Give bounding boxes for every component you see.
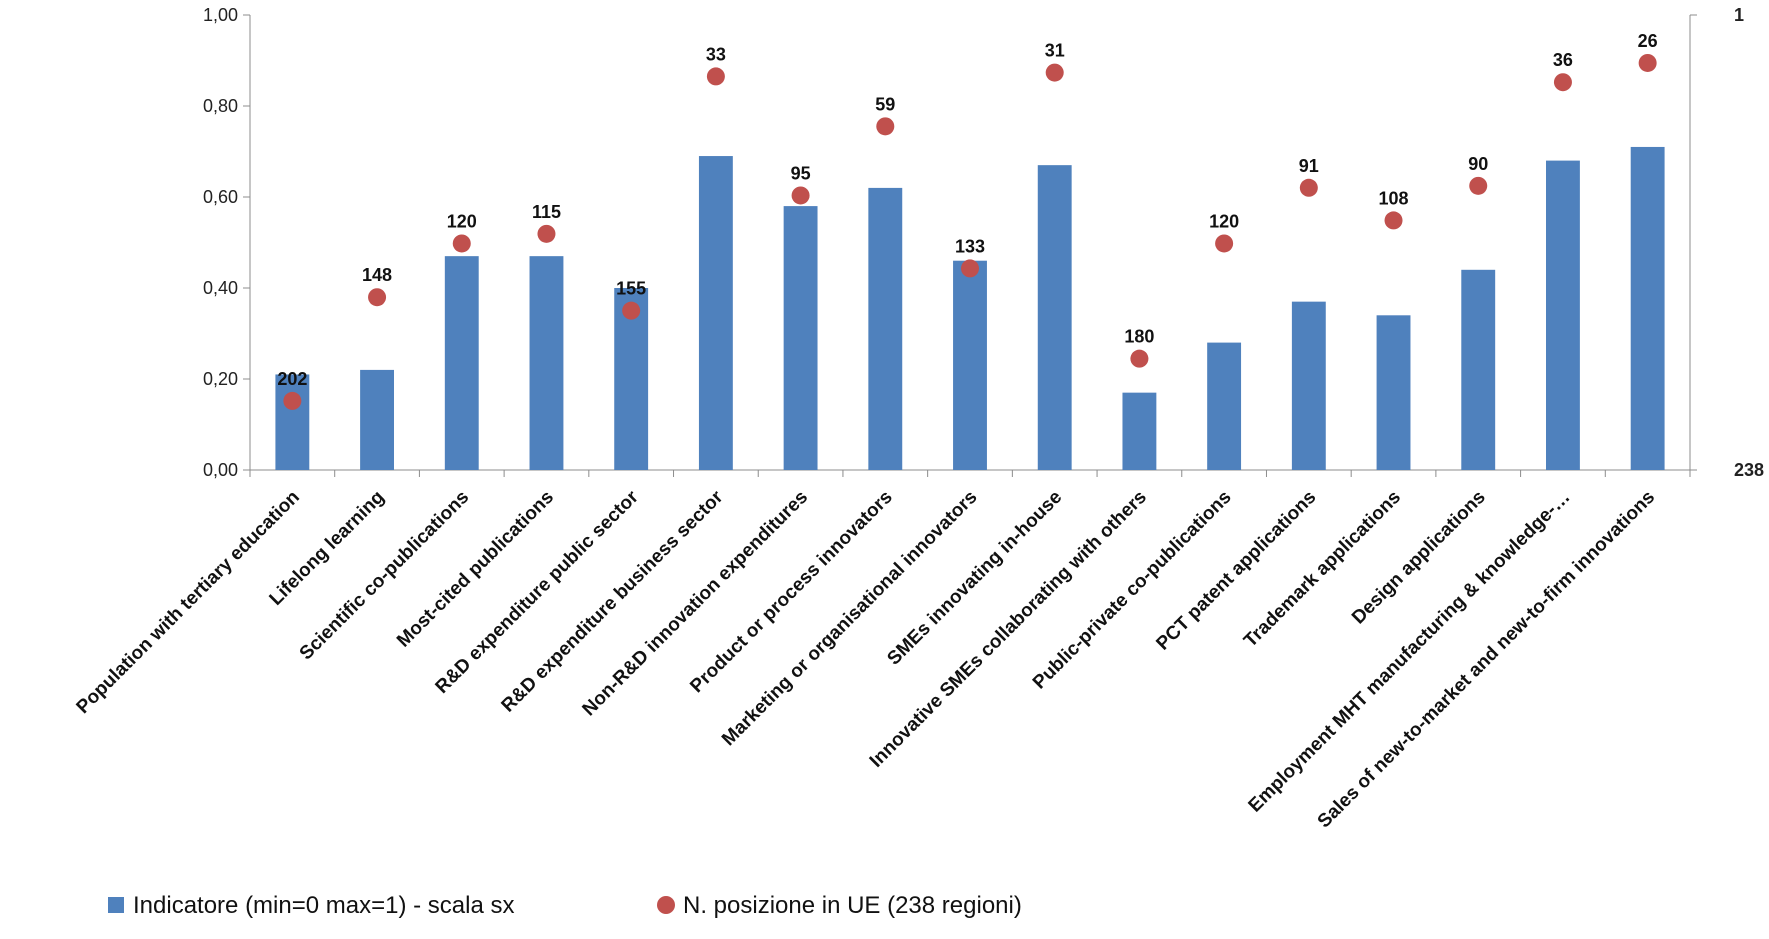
rank-point <box>622 301 641 320</box>
rank-data-label: 31 <box>1045 41 1065 61</box>
rank-point <box>1553 73 1572 92</box>
bar <box>1630 146 1665 470</box>
bar <box>275 374 310 470</box>
rank-data-label: 95 <box>791 163 811 183</box>
bar <box>1461 269 1496 470</box>
y-left-tick-label: 0,00 <box>203 460 238 480</box>
y-right-tick-label: 1 <box>1734 5 1744 25</box>
rank-point <box>1384 211 1403 230</box>
category-labels-group: Population with tertiary educationLifelo… <box>73 486 1660 832</box>
y-left-tick-label: 0,20 <box>203 369 238 389</box>
bar <box>444 256 479 470</box>
rank-data-label: 59 <box>875 94 895 114</box>
legend-point-label: N. posizione in UE (238 regioni) <box>683 892 1022 919</box>
axes-group: 0,00 0,20 0,40 0,60 0,80 1,00 238 1 <box>203 5 1764 480</box>
category-label: SMEs innovating in-house <box>883 487 1066 670</box>
rank-point <box>368 288 387 307</box>
rank-point <box>961 259 979 278</box>
y-left-tick-label: 0,60 <box>203 187 238 207</box>
rank-data-label: 108 <box>1379 188 1409 208</box>
bars-group <box>275 146 1665 471</box>
bar <box>783 206 818 470</box>
rank-point <box>706 67 725 86</box>
bar <box>1546 160 1580 470</box>
rank-data-label: 148 <box>362 265 392 285</box>
legend: Indicatore (min=0 max=1) - scala sx N. p… <box>108 892 1022 919</box>
category-label: Population with tertiary education <box>73 487 304 718</box>
category-label: Trademark applications <box>1240 487 1405 652</box>
legend-bar-label: Indicatore (min=0 max=1) - scala sx <box>133 892 514 919</box>
rank-data-label: 90 <box>1468 154 1488 174</box>
bar <box>1376 315 1411 470</box>
bar <box>1207 342 1242 470</box>
rank-data-label: 133 <box>955 236 985 256</box>
y-left-tick-label: 0,40 <box>203 278 238 298</box>
rank-point <box>1299 178 1318 197</box>
category-label: Most-cited publications <box>393 487 558 652</box>
rank-data-label: 155 <box>616 279 646 299</box>
rank-point <box>1215 234 1234 253</box>
legend-bar-swatch <box>108 897 124 913</box>
bar <box>868 187 903 470</box>
y-left-tick-label: 1,00 <box>203 5 238 25</box>
category-label: PCT patent applications <box>1152 487 1320 655</box>
rank-point <box>283 391 302 410</box>
rank-data-label: 36 <box>1553 50 1573 70</box>
rank-point <box>452 234 471 253</box>
bar <box>1291 301 1326 470</box>
rank-data-label: 26 <box>1638 31 1658 51</box>
rank-data-label: 91 <box>1299 156 1319 176</box>
y-left-tick-label: 0,80 <box>203 96 238 116</box>
legend-point-swatch <box>657 896 675 914</box>
rank-point <box>1045 63 1064 82</box>
rank-point <box>1469 176 1488 195</box>
bar <box>360 369 394 470</box>
rank-point <box>791 186 810 205</box>
rank-point <box>1638 53 1657 72</box>
points-group <box>283 53 1657 410</box>
bar <box>698 156 733 471</box>
category-label: Scientific co-publications <box>296 487 474 665</box>
rank-data-label: 120 <box>1209 211 1239 231</box>
bar <box>529 256 564 470</box>
rank-data-label: 180 <box>1124 327 1154 347</box>
bar <box>1122 392 1157 470</box>
data-labels-group: 202 148 120 115 155 33 95 59 133 31 180 120 91 108 90 3… <box>277 31 1657 389</box>
bar <box>1037 165 1072 470</box>
rank-point <box>876 117 895 136</box>
y-right-tick-label: 238 <box>1734 460 1764 480</box>
rank-point <box>1130 349 1149 368</box>
rank-data-label: 120 <box>447 211 477 231</box>
rank-point <box>537 224 556 243</box>
rank-data-label: 202 <box>277 369 307 389</box>
category-label: Employment MHT manufacturing & knowledge… <box>1245 487 1575 817</box>
rank-data-label: 115 <box>532 202 561 222</box>
rank-data-label: 33 <box>706 44 726 64</box>
bar <box>953 260 987 470</box>
